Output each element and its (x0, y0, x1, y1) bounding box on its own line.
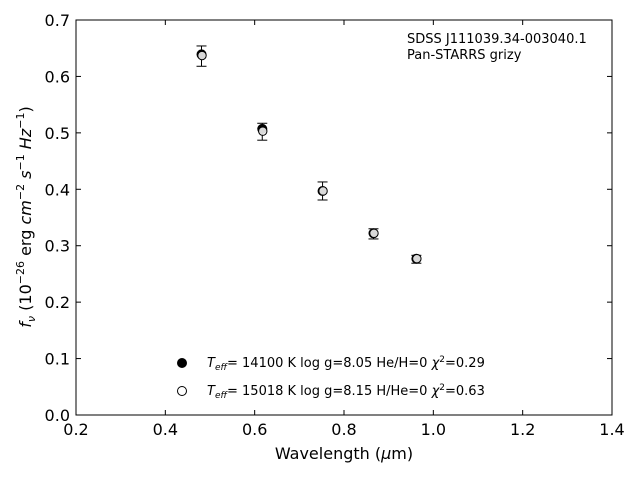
annotation-survey: Pan-STARRS grizy (407, 48, 522, 63)
y-tick-label: 0.0 (45, 406, 70, 425)
y-tick-label: 0.7 (45, 11, 70, 30)
legend-entry-open: Teff= 15018 K log g=8.15 H/He=0 χ2=0.63 (207, 383, 485, 401)
legend: Teff= 14100 K log g=8.05 He/H=0 χ2=0.29 … (177, 355, 485, 401)
x-axis-label: Wavelength (μm) (275, 444, 413, 463)
x-axis: 0.2 0.4 0.6 0.8 1.0 1.2 1.4 (63, 20, 625, 439)
legend-entry-filled: Teff= 14100 K log g=8.05 He/H=0 χ2=0.29 (207, 355, 485, 373)
y-tick-label: 0.5 (45, 124, 70, 143)
y-axis: 0.0 0.1 0.2 0.3 0.4 0.5 0.6 0.7 (45, 11, 612, 425)
annotation-object-name: SDSS J111039.34-003040.1 (407, 32, 587, 47)
y-tick-label: 0.4 (45, 180, 70, 199)
plot-area (196, 45, 422, 264)
x-tick-label: 0.6 (242, 420, 267, 439)
x-tick-label: 1.2 (510, 420, 535, 439)
x-tick-label: 1.0 (421, 420, 446, 439)
x-tick-label: 0.8 (331, 420, 356, 439)
model-point-open (318, 186, 328, 196)
x-tick-label: 0.4 (153, 420, 178, 439)
y-tick-label: 0.2 (45, 293, 70, 312)
model-point-open (258, 126, 268, 136)
y-tick-label: 0.1 (45, 350, 70, 369)
x-tick-label: 0.2 (63, 420, 88, 439)
y-axis-label: fν (10−26 erg cm−2 s−1 Hz−1) (14, 106, 38, 327)
model-point-open (412, 253, 422, 264)
model-point-open (369, 228, 379, 239)
legend-marker-filled (177, 358, 187, 368)
model-point-open (197, 50, 207, 61)
legend-marker-open (177, 386, 187, 396)
x-tick-label: 1.4 (599, 420, 624, 439)
y-tick-label: 0.6 (45, 67, 70, 86)
y-tick-label: 0.3 (45, 237, 70, 256)
